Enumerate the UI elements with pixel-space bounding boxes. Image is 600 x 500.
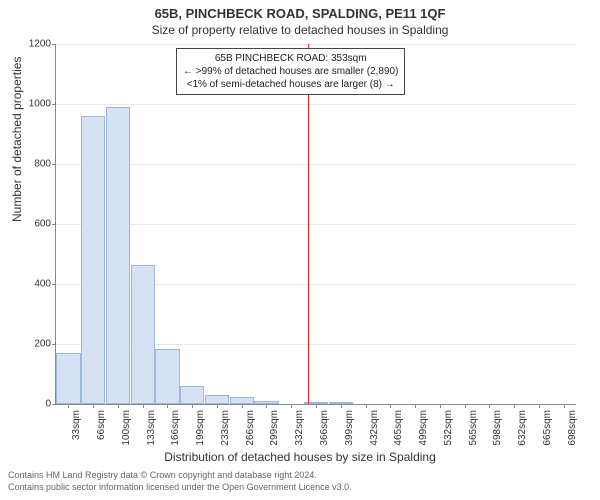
xtick-mark: [266, 404, 267, 408]
histogram-bar: [56, 353, 80, 404]
address-title: 65B, PINCHBECK ROAD, SPALDING, PE11 1QF: [0, 0, 600, 21]
y-axis-label: Number of detached properties: [10, 57, 24, 222]
ytick-mark: [52, 104, 56, 105]
xtick-label: 299sqm: [269, 410, 280, 446]
xtick-label: 366sqm: [319, 410, 330, 446]
chart-container: 65B, PINCHBECK ROAD, SPALDING, PE11 1QF …: [0, 0, 600, 500]
property-marker-line: [308, 44, 309, 404]
xtick-mark: [341, 404, 342, 408]
subtitle: Size of property relative to detached ho…: [0, 21, 600, 37]
xtick-mark: [291, 404, 292, 408]
xtick-mark: [93, 404, 94, 408]
xtick-mark: [217, 404, 218, 408]
gridline: [56, 104, 576, 105]
footer-line-2: Contains public sector information licen…: [8, 482, 352, 494]
xtick-label: 33sqm: [71, 410, 82, 440]
ytick-mark: [52, 344, 56, 345]
xtick-label: 332sqm: [294, 410, 305, 446]
xtick-mark: [539, 404, 540, 408]
histogram-bar: [205, 395, 229, 404]
plot-area: 65B PINCHBECK ROAD: 353sqm ← >99% of det…: [55, 44, 576, 405]
xtick-label: 233sqm: [220, 410, 231, 446]
xtick-label: 598sqm: [492, 410, 503, 446]
xtick-mark: [465, 404, 466, 408]
xtick-label: 199sqm: [195, 410, 206, 446]
annotation-box: 65B PINCHBECK ROAD: 353sqm ← >99% of det…: [176, 48, 405, 95]
xtick-label: 66sqm: [96, 410, 107, 440]
histogram-bar: [230, 397, 254, 405]
xtick-label: 133sqm: [146, 410, 157, 446]
annotation-line-2: ← >99% of detached houses are smaller (2…: [183, 65, 398, 78]
xtick-mark: [366, 404, 367, 408]
ytick-label: 1200: [21, 39, 51, 50]
xtick-label: 100sqm: [121, 410, 132, 446]
xtick-mark: [316, 404, 317, 408]
xtick-mark: [68, 404, 69, 408]
ytick-label: 400: [21, 279, 51, 290]
xtick-mark: [143, 404, 144, 408]
xtick-label: 632sqm: [517, 410, 528, 446]
histogram-bar: [155, 349, 179, 405]
x-axis-label: Distribution of detached houses by size …: [0, 450, 600, 464]
gridline: [56, 164, 576, 165]
xtick-label: 266sqm: [245, 410, 256, 446]
xtick-mark: [192, 404, 193, 408]
ytick-label: 600: [21, 219, 51, 230]
xtick-label: 565sqm: [468, 410, 479, 446]
histogram-bar: [81, 116, 105, 404]
xtick-label: 432sqm: [369, 410, 380, 446]
histogram-bar: [180, 386, 204, 404]
xtick-label: 698sqm: [567, 410, 578, 446]
xtick-label: 532sqm: [443, 410, 454, 446]
histogram-bar: [106, 107, 130, 404]
annotation-line-3: <1% of semi-detached houses are larger (…: [183, 78, 398, 91]
ytick-mark: [52, 164, 56, 165]
xtick-mark: [415, 404, 416, 408]
xtick-mark: [440, 404, 441, 408]
ytick-label: 0: [21, 399, 51, 410]
ytick-label: 200: [21, 339, 51, 350]
xtick-mark: [514, 404, 515, 408]
xtick-mark: [118, 404, 119, 408]
xtick-mark: [564, 404, 565, 408]
ytick-mark: [52, 224, 56, 225]
xtick-label: 399sqm: [344, 410, 355, 446]
xtick-label: 665sqm: [542, 410, 553, 446]
ytick-mark: [52, 44, 56, 45]
xtick-label: 465sqm: [393, 410, 404, 446]
xtick-mark: [489, 404, 490, 408]
footer-line-1: Contains HM Land Registry data © Crown c…: [8, 470, 352, 482]
gridline: [56, 44, 576, 45]
xtick-mark: [167, 404, 168, 408]
ytick-label: 800: [21, 159, 51, 170]
ytick-label: 1000: [21, 99, 51, 110]
annotation-line-1: 65B PINCHBECK ROAD: 353sqm: [183, 52, 398, 65]
xtick-label: 499sqm: [418, 410, 429, 446]
ytick-mark: [52, 404, 56, 405]
footer: Contains HM Land Registry data © Crown c…: [8, 470, 352, 493]
gridline: [56, 224, 576, 225]
xtick-mark: [390, 404, 391, 408]
histogram-bar: [131, 265, 155, 405]
ytick-mark: [52, 284, 56, 285]
xtick-label: 166sqm: [170, 410, 181, 446]
xtick-mark: [242, 404, 243, 408]
